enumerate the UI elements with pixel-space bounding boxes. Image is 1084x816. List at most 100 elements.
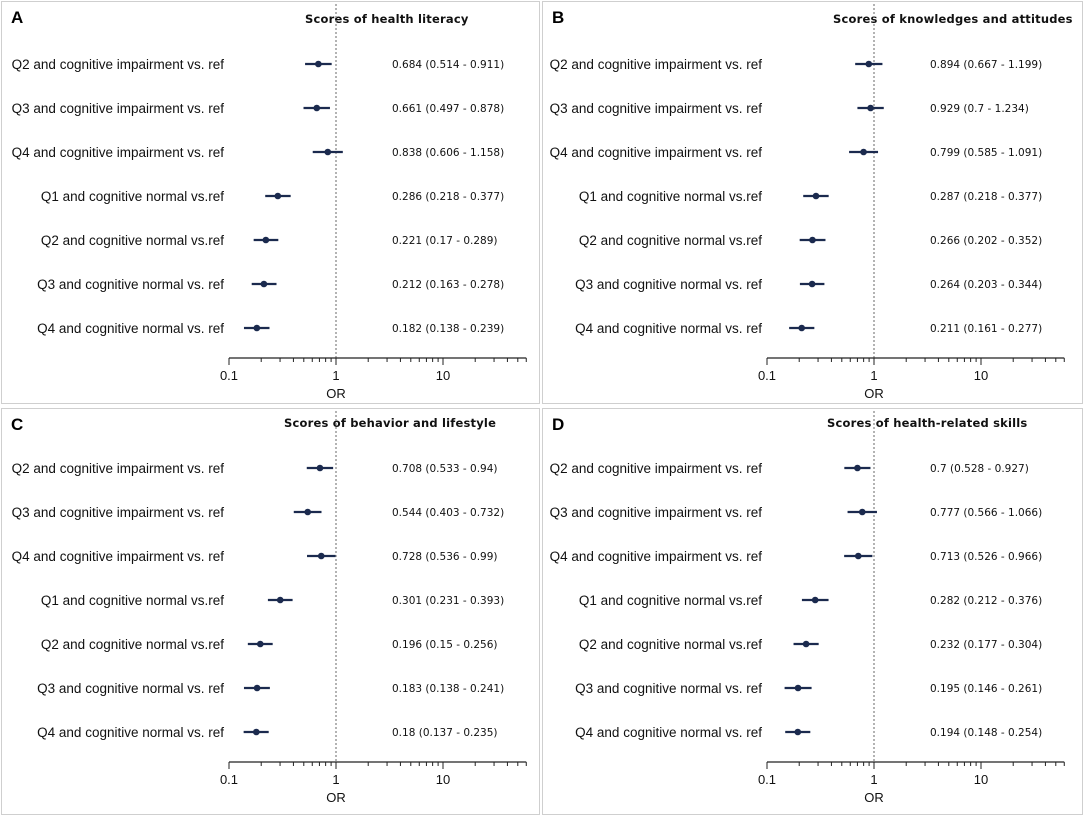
x-tick-label: 10 bbox=[436, 772, 450, 787]
row-label: Q1 and cognitive normal vs.ref bbox=[579, 189, 762, 204]
row-label: Q4 and cognitive impairment vs. ref bbox=[550, 549, 763, 564]
forest-plot-d: D Scores of health-related skills Q2 and c… bbox=[550, 411, 1065, 805]
row-label: Q4 and cognitive impairment vs. ref bbox=[12, 145, 225, 160]
or-value-label: 0.708 (0.533 - 0.94) bbox=[392, 463, 498, 475]
or-point bbox=[811, 596, 819, 604]
row-label: Q3 and cognitive normal vs. ref bbox=[575, 277, 762, 292]
or-value-label: 0.196 (0.15 - 0.256) bbox=[392, 639, 498, 651]
or-point bbox=[324, 148, 332, 156]
or-point bbox=[276, 596, 284, 604]
or-value-label: 0.282 (0.212 - 0.376) bbox=[930, 595, 1042, 607]
x-tick-label: 0.1 bbox=[220, 772, 238, 787]
or-value-label: 0.194 (0.148 - 0.254) bbox=[930, 727, 1042, 739]
or-value-label: 0.894 (0.667 - 1.199) bbox=[930, 59, 1042, 71]
chart-title: Scores of knowledges and attitudes bbox=[833, 12, 1073, 26]
or-value-label: 0.221 (0.17 - 0.289) bbox=[392, 235, 498, 247]
or-value-label: 0.929 (0.7 - 1.234) bbox=[930, 103, 1029, 115]
or-point bbox=[794, 728, 802, 736]
x-tick-label: 10 bbox=[974, 772, 988, 787]
forest-plot-a: A Scores of health literacy Q2 and cogniti… bbox=[11, 4, 527, 401]
or-point bbox=[256, 640, 264, 648]
x-tick-label: 1 bbox=[870, 368, 877, 383]
or-point bbox=[315, 60, 322, 68]
forest-panel-b: B Scores of knowledges and attitudes Q2 an… bbox=[542, 1, 1083, 404]
or-value-label: 0.183 (0.138 - 0.241) bbox=[392, 683, 504, 695]
forest-panel-d: D Scores of health-related skills Q2 and c… bbox=[542, 408, 1083, 815]
x-tick-label: 1 bbox=[332, 772, 339, 787]
x-axis-label: OR bbox=[326, 790, 346, 805]
row-label: Q3 and cognitive impairment vs. ref bbox=[12, 101, 225, 116]
or-value-label: 0.264 (0.203 - 0.344) bbox=[930, 279, 1042, 291]
or-value-label: 0.232 (0.177 - 0.304) bbox=[930, 639, 1042, 651]
x-tick-label: 0.1 bbox=[220, 368, 238, 383]
or-value-label: 0.182 (0.138 - 0.239) bbox=[392, 323, 504, 335]
or-point bbox=[854, 552, 862, 560]
or-value-label: 0.799 (0.585 - 1.091) bbox=[930, 147, 1042, 159]
x-axis-label: OR bbox=[864, 386, 884, 401]
row-label: Q4 and cognitive normal vs. ref bbox=[575, 725, 762, 740]
or-point bbox=[812, 192, 820, 200]
or-point bbox=[802, 640, 810, 648]
x-tick-label: 10 bbox=[436, 368, 450, 383]
or-value-label: 0.195 (0.146 - 0.261) bbox=[930, 683, 1042, 695]
or-point bbox=[808, 280, 816, 288]
row-label: Q2 and cognitive impairment vs. ref bbox=[550, 57, 763, 72]
row-label: Q3 and cognitive normal vs. ref bbox=[37, 681, 224, 696]
row-label: Q2 and cognitive impairment vs. ref bbox=[12, 57, 225, 72]
panel-letter: D bbox=[552, 415, 564, 434]
or-point bbox=[253, 684, 261, 692]
x-tick-label: 10 bbox=[974, 368, 988, 383]
chart-title: Scores of behavior and lifestyle bbox=[284, 416, 496, 430]
or-value-label: 0.266 (0.202 - 0.352) bbox=[930, 235, 1042, 247]
or-point bbox=[317, 552, 325, 560]
row-label: Q4 and cognitive impairment vs. ref bbox=[550, 145, 763, 160]
forest-panel-a: A Scores of health literacy Q2 and cogniti… bbox=[1, 1, 540, 404]
row-label: Q1 and cognitive normal vs.ref bbox=[579, 593, 762, 608]
forest-plot-c: C Scores of behavior and lifestyle Q2 and … bbox=[11, 411, 527, 805]
or-point bbox=[858, 508, 866, 516]
row-label: Q4 and cognitive impairment vs. ref bbox=[12, 549, 225, 564]
row-label: Q4 and cognitive normal vs. ref bbox=[37, 321, 224, 336]
or-point bbox=[313, 104, 321, 112]
or-point bbox=[253, 728, 260, 736]
x-axis-label: OR bbox=[326, 386, 346, 401]
x-tick-label: 0.1 bbox=[758, 368, 776, 383]
chart-title: Scores of health literacy bbox=[305, 12, 469, 26]
or-value-label: 0.728 (0.536 - 0.99) bbox=[392, 551, 498, 563]
row-label: Q3 and cognitive impairment vs. ref bbox=[550, 505, 763, 520]
or-value-label: 0.713 (0.526 - 0.966) bbox=[930, 551, 1042, 563]
or-point bbox=[253, 324, 261, 332]
row-label: Q2 and cognitive normal vs.ref bbox=[579, 637, 762, 652]
or-point bbox=[865, 60, 873, 68]
row-label: Q1 and cognitive normal vs.ref bbox=[41, 593, 224, 608]
or-value-label: 0.211 (0.161 - 0.277) bbox=[930, 323, 1042, 335]
or-point bbox=[809, 236, 816, 244]
x-tick-label: 0.1 bbox=[758, 772, 776, 787]
or-point bbox=[794, 684, 802, 692]
or-point bbox=[854, 464, 861, 472]
row-label: Q2 and cognitive normal vs.ref bbox=[579, 233, 762, 248]
row-label: Q2 and cognitive normal vs.ref bbox=[41, 233, 224, 248]
or-point bbox=[260, 280, 268, 288]
x-axis-label: OR bbox=[864, 790, 884, 805]
or-value-label: 0.838 (0.606 - 1.158) bbox=[392, 147, 504, 159]
row-label: Q3 and cognitive normal vs. ref bbox=[575, 681, 762, 696]
or-value-label: 0.7 (0.528 - 0.927) bbox=[930, 463, 1029, 475]
row-label: Q1 and cognitive normal vs.ref bbox=[41, 189, 224, 204]
panel-letter: C bbox=[11, 415, 23, 434]
or-point bbox=[316, 464, 324, 472]
or-value-label: 0.18 (0.137 - 0.235) bbox=[392, 727, 498, 739]
x-tick-label: 1 bbox=[332, 368, 339, 383]
or-point bbox=[262, 236, 270, 244]
row-label: Q3 and cognitive normal vs. ref bbox=[37, 277, 224, 292]
or-value-label: 0.777 (0.566 - 1.066) bbox=[930, 507, 1042, 519]
row-label: Q2 and cognitive normal vs.ref bbox=[41, 637, 224, 652]
or-value-label: 0.684 (0.514 - 0.911) bbox=[392, 59, 504, 71]
row-label: Q3 and cognitive impairment vs. ref bbox=[550, 101, 763, 116]
or-value-label: 0.544 (0.403 - 0.732) bbox=[392, 507, 504, 519]
or-value-label: 0.301 (0.231 - 0.393) bbox=[392, 595, 504, 607]
forest-panel-c: C Scores of behavior and lifestyle Q2 and … bbox=[1, 408, 540, 815]
or-point bbox=[867, 104, 874, 112]
or-value-label: 0.212 (0.163 - 0.278) bbox=[392, 279, 504, 291]
panel-letter: A bbox=[11, 8, 23, 27]
